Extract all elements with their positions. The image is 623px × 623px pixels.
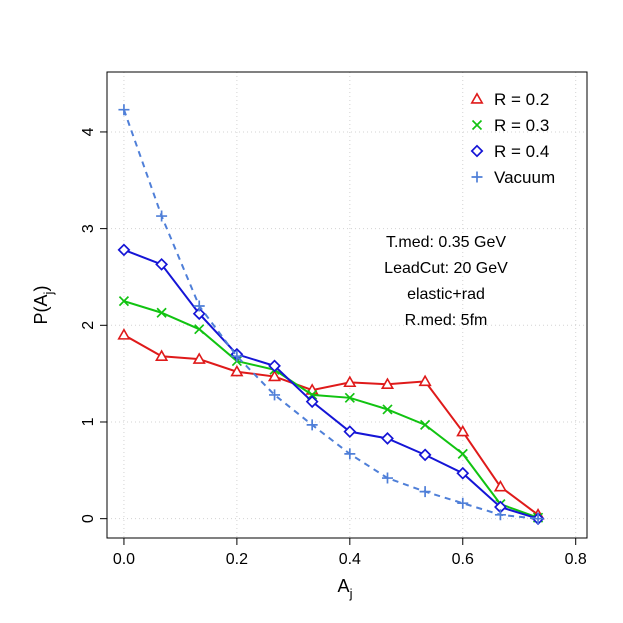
data-point [156,210,168,222]
data-point [192,352,206,364]
series-0 [117,328,545,520]
data-point [532,513,544,525]
data-point [117,328,131,340]
data-point [155,257,169,271]
annotation-energy-loss: elastic+rad [407,286,485,303]
data-point [418,374,432,387]
data-point [305,395,319,409]
data-point [381,472,393,484]
data-point [268,359,281,373]
axes [106,71,588,539]
data-point [457,448,468,459]
series-2 [117,243,545,526]
y-tick-label: 3 [80,224,97,233]
series-3 [118,104,544,525]
annotation-block: T.med: 0.35 GeV LeadCut: 20 GeV elastic+… [384,234,508,329]
series-layer [117,104,545,526]
x-tick-label: 0.8 [565,551,587,568]
data-point [156,307,167,318]
legend-marker [471,119,483,131]
annotation-medium-radius: R.med: 5fm [405,312,488,329]
data-point [382,404,393,415]
legend-label: R = 0.4 [494,142,549,161]
legend-label: R = 0.2 [494,90,549,109]
data-point [118,104,130,116]
legend: R = 0.2 R = 0.3 R = 0.4 Vacuum [470,90,555,187]
data-point [267,369,282,382]
series-line [123,300,539,519]
y-tick-label: 4 [80,127,97,136]
series-line [123,248,539,520]
x-tick-label: 0.6 [452,551,474,568]
data-point [306,419,318,431]
annotation-temperature: T.med: 0.35 GeV [386,234,506,251]
series-line [123,334,539,516]
legend-marker [471,171,483,183]
legend-marker [470,92,484,104]
data-point [194,324,205,335]
x-tick-label: 0.4 [339,551,361,568]
data-point [155,349,169,361]
data-point [381,432,394,445]
data-point [343,375,357,388]
x-tick-label: 0.0 [113,551,135,568]
series-line [122,109,539,520]
data-point [456,424,470,437]
legend-label: Vacuum [494,168,555,187]
data-point [193,300,205,312]
data-point [494,509,506,521]
ticks: 0.0 0.2 0.4 0.6 0.8 0 1 2 3 4 [80,127,587,568]
y-axis-label: P(Aj) [31,286,56,325]
data-point [230,364,244,377]
data-point [456,466,470,480]
y-tick-label: 1 [80,417,97,426]
legend-label: R = 0.3 [494,116,549,135]
x-axis-label: Aj [338,576,353,601]
y-tick-label: 0 [80,514,97,523]
legend-marker [470,144,484,158]
plot-frame [106,71,588,539]
y-tick-label: 2 [80,321,97,330]
data-point [269,389,281,401]
data-point [343,425,357,439]
data-point [419,486,431,498]
grid [107,72,587,538]
data-point [344,448,356,460]
x-tick-label: 0.2 [226,551,248,568]
data-point [118,296,130,307]
data-point [493,479,508,492]
annotation-leadcut: LeadCut: 20 GeV [384,260,508,277]
data-point [380,377,395,389]
data-point [117,243,131,257]
data-point [457,497,469,509]
data-point [344,392,355,403]
data-point [231,350,243,362]
data-point [192,307,206,321]
data-point [419,419,431,430]
data-point [418,448,432,462]
